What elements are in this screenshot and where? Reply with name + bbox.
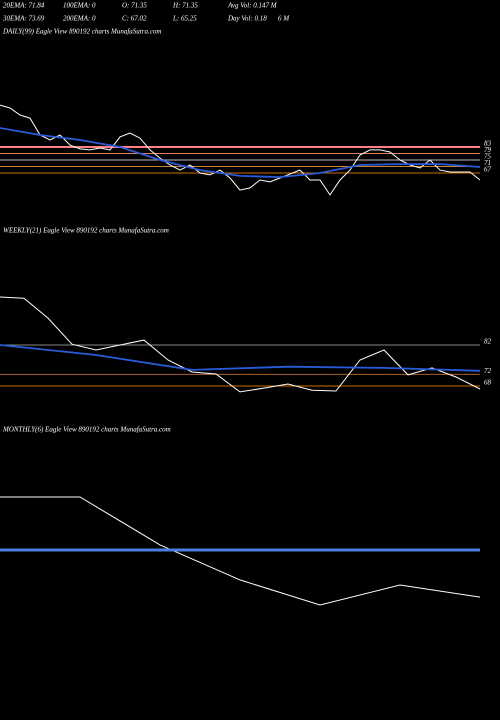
- panel-title: DAILY(99) Eagle View 890192 charts Munaf…: [2, 28, 161, 36]
- y-tick-label: 67: [484, 166, 492, 174]
- panel-title: MONTHLY(6) Eagle View 890192 charts Muna…: [2, 426, 171, 434]
- y-tick-label: 68: [484, 379, 492, 387]
- y-tick-label: 71: [484, 159, 491, 167]
- header-stat: 30EMA: 73.69: [2, 15, 45, 23]
- price-line: [0, 496, 481, 606]
- price-line: [0, 344, 481, 372]
- header-stat: 6 M: [278, 15, 290, 23]
- header-stat: L: 65.25: [172, 15, 197, 23]
- y-tick-label: 83: [484, 140, 492, 148]
- panel-title: WEEKLY(21) Eagle View 890192 charts Muna…: [3, 227, 169, 235]
- header-stat: Day Vol: 0.18: [227, 15, 267, 23]
- header-stat: O: 71.35: [122, 2, 147, 10]
- header-stat: Avg Vol: 0.147 M: [227, 2, 278, 10]
- y-tick-label: 75: [484, 153, 492, 161]
- price-line: [0, 104, 481, 196]
- header-stat: 100EMA: 0: [63, 2, 96, 10]
- y-tick-label: 72: [484, 367, 492, 375]
- header-stat: C: 67.02: [122, 15, 147, 23]
- y-tick-label: 82: [484, 338, 492, 346]
- header-stat: 200EMA: 0: [63, 15, 96, 23]
- price-line: [0, 127, 481, 179]
- header-stat: 20EMA: 71.84: [3, 2, 45, 10]
- header-stat: H: 71.35: [172, 2, 198, 10]
- price-line: [0, 296, 481, 393]
- y-tick-label: 79: [484, 146, 492, 154]
